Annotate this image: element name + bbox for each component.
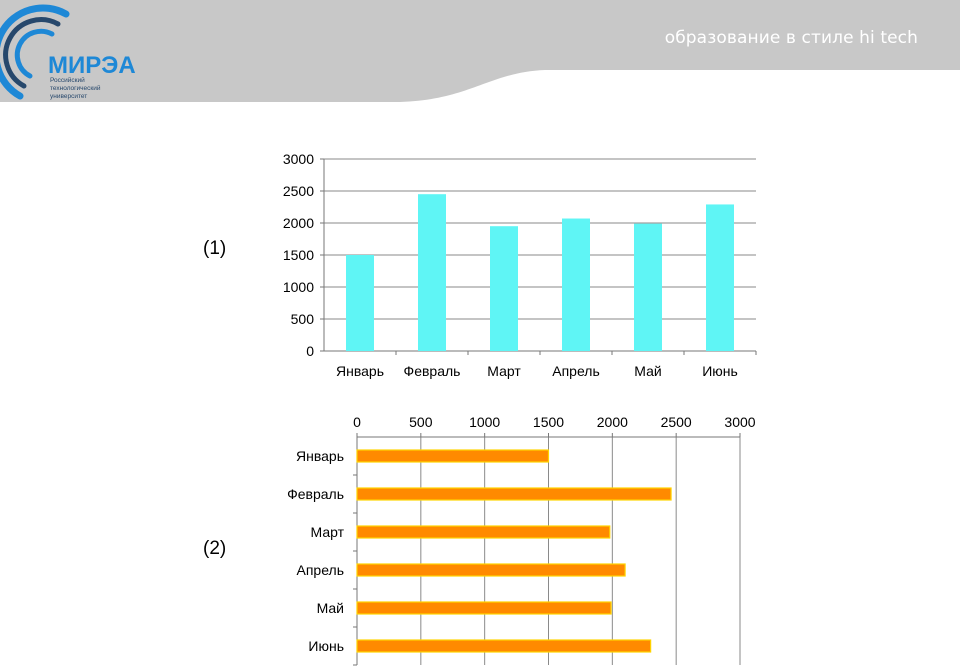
chart1-bar: [490, 226, 518, 351]
chart1-xtick-label: Май: [634, 363, 661, 379]
chart1-xtick-label: Апрель: [552, 363, 600, 379]
chart2-gridlines: [420, 437, 741, 665]
chart1-ytick-label: 1500: [283, 247, 314, 263]
chart1-bar: [562, 218, 590, 351]
chart2-bar: [356, 639, 652, 653]
chart2-ytick-label: Февраль: [287, 486, 344, 502]
chart2-xtick-label: 2500: [661, 414, 692, 430]
chart1-bar: [346, 255, 374, 351]
chart1-bar: [418, 194, 446, 351]
chart1-ytick-label: 0: [306, 343, 314, 359]
chart2-bar: [356, 601, 612, 615]
chart2-bar: [356, 563, 626, 577]
chart2-ytick-label: Январь: [296, 448, 344, 464]
chart1-vertical-bar: 0 500 1000 1500 2000 2500 3000 Январь Февраль Мар…: [283, 151, 757, 379]
chart2-xtick-label: 0: [353, 414, 361, 430]
chart1-xtick-label: Февраль: [404, 363, 461, 379]
tagline: образование в стиле hi tech: [664, 28, 918, 48]
chart2-bar: [356, 487, 672, 501]
logo-sub-2: технологический: [50, 84, 101, 92]
chart1-ytick-label: 2500: [283, 183, 314, 199]
mirea-logo: МИРЭА Российский технологический универс…: [0, 4, 136, 100]
chart2-horizontal-bar: 0 500 1000 1500 2000 2500 3000 Январь Февраль Мар…: [287, 414, 756, 666]
logo-sub-1: Российский: [50, 76, 85, 84]
chart2-xtick-label: 1000: [469, 414, 500, 430]
chart2-ytick-label: Апрель: [297, 562, 345, 578]
chart1-bar: [706, 204, 734, 351]
chart1-gridlines: [324, 158, 756, 320]
chart2-ytick-label: Май: [317, 600, 344, 616]
chart2-xtick-label: 500: [409, 414, 433, 430]
chart2-xtick-label: 3000: [724, 414, 755, 430]
chart2-xtick-label: 1500: [533, 414, 564, 430]
chart1-xtick-label: Январь: [336, 363, 384, 379]
chart2-ytick-label: Июнь: [308, 638, 344, 654]
chart2-ytick-label: Март: [311, 524, 345, 540]
chart1-ytick-label: 1000: [283, 279, 314, 295]
chart2-label: (2): [203, 538, 227, 559]
chart2-bar: [356, 525, 611, 539]
chart1-ytick-label: 2000: [283, 215, 314, 231]
header-shape: [0, 0, 960, 102]
chart1-ytick-label: 500: [291, 311, 315, 327]
chart1-bar: [634, 223, 662, 351]
header-band: [0, 0, 960, 102]
chart1-ytick-label: 3000: [283, 151, 314, 167]
logo-sub-3: университет: [50, 93, 87, 100]
chart2-bar: [356, 449, 550, 463]
chart1-label: (1): [203, 238, 227, 259]
chart1-xtick-label: Июнь: [702, 363, 738, 379]
chart2-xtick-label: 2000: [597, 414, 628, 430]
logo-name: МИРЭА: [48, 52, 136, 79]
chart1-xtick-label: Март: [487, 363, 521, 379]
